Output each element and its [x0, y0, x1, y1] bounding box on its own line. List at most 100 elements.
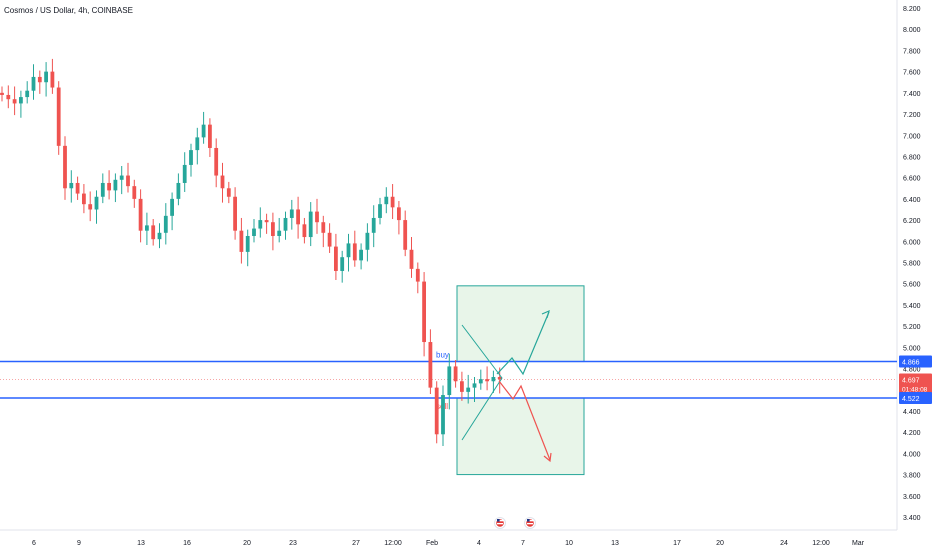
y-tick-label: 8.200 — [903, 6, 921, 13]
candle — [352, 243, 357, 261]
last-price-label: 4.697 — [902, 377, 920, 384]
candle — [264, 220, 269, 223]
y-tick-label: 5.800 — [903, 261, 921, 268]
buy-label: buy — [436, 351, 449, 360]
event-flag-icon-canton — [527, 519, 530, 522]
target-zone-bottom — [456, 397, 585, 476]
candle — [296, 209, 300, 225]
candle — [44, 71, 48, 83]
y-tick-label: 8.000 — [903, 27, 921, 34]
y-tick-label: 3.400 — [903, 515, 921, 522]
y-tick-label: 5.200 — [903, 324, 921, 331]
candle — [12, 99, 17, 104]
candle — [472, 383, 477, 388]
candle — [226, 188, 231, 197]
candle — [365, 232, 370, 250]
candle — [176, 182, 181, 199]
triangle-pattern — [461, 324, 503, 441]
x-tick-label: 20 — [716, 540, 724, 547]
lower-level-label-bg — [899, 392, 932, 405]
x-tick-label: 12:00 — [812, 540, 830, 547]
y-tick-label: 6.000 — [903, 239, 921, 246]
candle — [409, 249, 414, 269]
candle — [163, 215, 168, 233]
candle — [491, 377, 496, 382]
x-tick-label: Feb — [426, 540, 438, 547]
bear-projection — [498, 380, 551, 461]
y-tick-label: 5.000 — [903, 345, 921, 352]
candle — [460, 381, 464, 392]
upper-level-label-bg — [899, 355, 932, 368]
candle — [497, 377, 502, 380]
y-tick-label: 5.400 — [903, 303, 921, 310]
x-tick-label: 12:00 — [384, 540, 402, 547]
candle — [415, 268, 420, 282]
plot-area — [0, 0, 897, 530]
x-tick-label: 10 — [565, 540, 573, 547]
bull-projection — [496, 311, 550, 376]
lower-level-label: 4.522 — [902, 396, 920, 403]
event-flag-icon-stripe — [527, 520, 533, 522]
bull-arrowhead — [541, 309, 550, 319]
candle — [56, 87, 61, 146]
x-tick-label: 4 — [477, 540, 481, 547]
x-tick-label: Mar — [852, 540, 865, 547]
candle — [485, 379, 489, 382]
y-tick-label: 6.800 — [903, 154, 921, 161]
candle — [151, 225, 156, 240]
candle — [434, 387, 439, 435]
x-tick-label: 7 — [521, 540, 525, 547]
candle — [50, 71, 55, 88]
candle — [346, 243, 351, 258]
x-tick-label: 17 — [673, 540, 681, 547]
y-tick-label: 7.400 — [903, 91, 921, 98]
candle — [208, 124, 212, 148]
x-tick-label: 6 — [32, 540, 36, 547]
upper-level-label: 4.866 — [902, 360, 920, 367]
event-flag-icon-canton — [497, 519, 500, 522]
candle — [478, 379, 483, 384]
candle — [138, 198, 143, 231]
candle — [359, 249, 363, 261]
candle — [239, 230, 244, 252]
candle — [245, 235, 250, 252]
candle — [371, 217, 376, 233]
y-tick-label: 5.600 — [903, 282, 921, 289]
candle — [195, 137, 200, 151]
x-tick-label: 27 — [352, 540, 360, 547]
candle — [19, 97, 23, 104]
chart-title: Cosmos / US Dollar, 4h, COINBASE — [4, 6, 133, 15]
y-tick-label: 4.200 — [903, 430, 921, 437]
x-tick-label: 24 — [780, 540, 788, 547]
event-flag-icon-stripe — [527, 523, 533, 525]
candle — [0, 92, 4, 95]
candle — [94, 196, 99, 210]
candle — [82, 193, 86, 205]
last-price-label-bg — [899, 373, 932, 394]
y-tick-label: 3.600 — [903, 494, 921, 501]
candle — [132, 186, 137, 199]
candle — [157, 232, 162, 240]
candle — [182, 164, 187, 183]
event-flag-icon-stripe — [497, 520, 503, 522]
x-tick-label: 13 — [611, 540, 619, 547]
countdown-label: 01:48:08 — [902, 386, 928, 393]
candle — [403, 220, 408, 250]
candle — [271, 222, 275, 236]
candle — [25, 90, 30, 98]
candle — [6, 94, 11, 100]
candle — [63, 145, 67, 189]
x-tick-label: 20 — [243, 540, 251, 547]
y-tick-label: 4.800 — [903, 367, 921, 374]
event-flag-icon-stripe — [497, 523, 503, 525]
candle — [107, 182, 111, 191]
y-tick-label: 4.000 — [903, 451, 921, 458]
y-tick-label: 6.200 — [903, 218, 921, 225]
candle — [233, 196, 237, 231]
y-tick-label: 3.800 — [903, 473, 921, 480]
candle — [258, 220, 263, 229]
bear-arrowhead — [543, 452, 552, 463]
target-zone-top — [456, 285, 585, 363]
